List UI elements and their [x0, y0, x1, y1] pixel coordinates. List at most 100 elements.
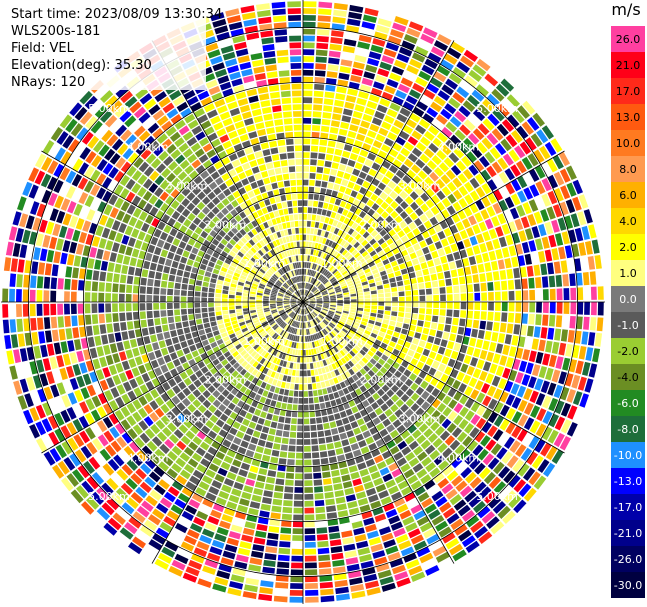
gate-cell: [224, 94, 236, 104]
gate-cell: [364, 268, 371, 274]
gate-cell: [307, 291, 311, 297]
gate-cell: [165, 195, 175, 206]
gate-cell: [464, 423, 475, 434]
gate-cell: [261, 350, 267, 357]
gate-cell: [303, 411, 309, 418]
gate-cell: [353, 184, 361, 192]
gate-cell: [334, 369, 340, 376]
gate-cell: [210, 12, 225, 22]
gate-cell: [360, 560, 374, 569]
gate-cell: [163, 354, 172, 363]
gate-cell: [248, 131, 258, 139]
gate-cell: [292, 363, 297, 369]
gate-cell: [204, 344, 212, 352]
gate-cell: [121, 393, 131, 405]
gate-cell: [356, 313, 363, 318]
gate-cell: [270, 400, 277, 407]
gate-cell: [266, 361, 272, 369]
gate-cell: [105, 115, 118, 128]
gate-cell: [16, 274, 23, 288]
gate-cell: [378, 302, 385, 306]
gate-cell: [436, 65, 451, 77]
gate-cell: [334, 198, 342, 206]
gate-cell: [81, 131, 94, 145]
gate-cell: [472, 128, 485, 140]
gate-cell: [239, 424, 248, 433]
gate-cell: [314, 77, 325, 84]
gate-cell: [285, 479, 294, 486]
gate-cell: [303, 262, 305, 268]
gate-cell: [284, 258, 288, 265]
gate-cell: [258, 593, 273, 602]
gate-cell: [464, 386, 474, 397]
gate-cell: [351, 382, 359, 390]
gate-cell: [546, 206, 556, 220]
gate-cell: [274, 485, 284, 492]
gate-cell: [450, 165, 462, 176]
gate-cell: [132, 207, 142, 218]
gate-cell: [190, 553, 205, 564]
gate-cell: [210, 321, 217, 327]
gate-cell: [320, 381, 326, 388]
gate-cell: [441, 447, 453, 459]
gate-cell: [43, 276, 51, 289]
gate-cell: [510, 383, 520, 395]
gate-cell: [109, 426, 120, 439]
gate-cell: [476, 392, 486, 403]
gate-cell: [517, 414, 529, 427]
gate-cell: [303, 159, 310, 165]
gate-cell: [125, 478, 138, 490]
gate-cell: [323, 352, 328, 359]
gate-cell: [314, 221, 320, 228]
gate-cell: [407, 474, 419, 485]
gate-cell: [361, 165, 370, 174]
gate-cell: [325, 350, 331, 358]
gate-cell: [303, 145, 311, 152]
gate-cell: [435, 353, 443, 362]
gate-cell: [161, 120, 173, 132]
gate-cell: [390, 404, 399, 413]
gate-cell: [334, 99, 345, 107]
gate-cell: [288, 264, 293, 270]
gate-cell: [131, 195, 142, 206]
gate-cell: [538, 339, 546, 352]
gate-cell: [85, 398, 96, 411]
gate-cell: [418, 118, 431, 129]
gate-cell: [316, 534, 328, 541]
gate-cell: [492, 271, 500, 281]
gate-cell: [478, 531, 493, 544]
gate-cell: [536, 129, 549, 144]
gate-cell: [256, 306, 263, 310]
gate-cell: [80, 256, 88, 268]
gate-cell: [253, 488, 263, 496]
gate-cell: [165, 258, 173, 267]
gate-cell: [257, 128, 267, 137]
gate-cell: [522, 290, 529, 301]
gate-cell: [347, 282, 354, 287]
gate-cell: [347, 159, 356, 168]
gate-cell: [323, 394, 330, 402]
gate-cell: [433, 223, 442, 233]
gate-cell: [331, 319, 338, 324]
gate-cell: [263, 334, 269, 340]
gate-cell: [528, 313, 535, 325]
gate-cell: [485, 439, 497, 451]
gate-cell: [449, 494, 462, 506]
gate-cell: [450, 134, 462, 146]
gate-cell: [403, 369, 412, 378]
gate-cell: [139, 384, 149, 394]
gate-cell: [237, 446, 247, 455]
gate-cell: [371, 162, 381, 171]
gate-cell: [407, 330, 415, 337]
gate-cell: [414, 46, 429, 57]
gate-cell: [293, 293, 298, 298]
gate-cell: [363, 71, 376, 80]
gate-cell: [525, 362, 534, 375]
gate-cell: [254, 481, 265, 489]
gate-cell: [263, 274, 270, 280]
gate-cell: [344, 225, 351, 233]
gate-cell: [192, 389, 201, 398]
gate-cell: [294, 480, 303, 487]
gate-cell: [325, 239, 330, 246]
gate-cell: [438, 279, 445, 287]
